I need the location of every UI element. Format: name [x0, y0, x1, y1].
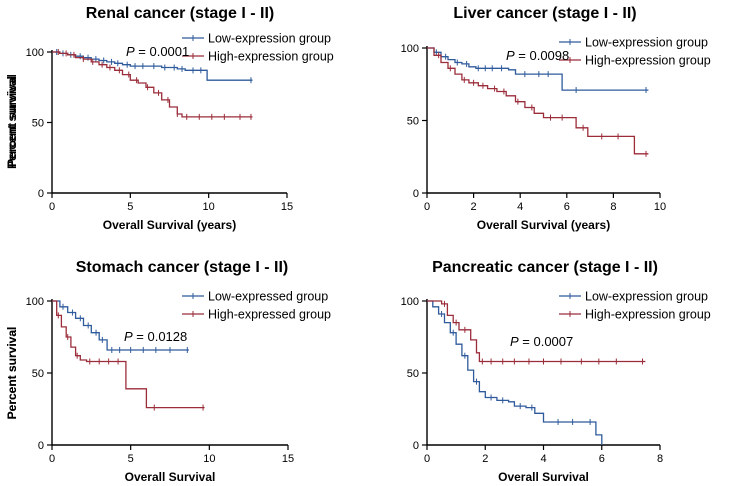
y-tick-label: 50 [407, 116, 419, 128]
legend-label: High-expression group [208, 50, 334, 64]
p-value: P = 0.0007 [510, 334, 573, 349]
x-tick-label: 0 [49, 453, 55, 465]
x-tick-label: 6 [564, 201, 570, 213]
chart-1: Renal cancer (stage I - II) 0 5 10 15 0 50 100 O… [5, 5, 334, 232]
legend-label: High-expression group [585, 54, 711, 68]
legend-label: High-expression group [585, 308, 711, 322]
x-tick-label: 5 [127, 201, 133, 213]
x-tick-label: 15 [281, 201, 293, 213]
x-axis-label: Overall Survival (years) [103, 218, 236, 232]
y-tick-label: 0 [38, 440, 44, 452]
y-tick-label: 0 [413, 188, 419, 200]
x-tick-label: 2 [482, 453, 488, 465]
y-tick-label: 50 [32, 368, 44, 380]
y-tick-label: 100 [401, 296, 419, 308]
series-line-high [427, 47, 649, 155]
p-value: P = 0.0128 [124, 329, 187, 344]
x-tick-label: 0 [49, 201, 55, 213]
legend-label: Low-expression group [585, 290, 708, 304]
x-tick-label: 2 [471, 201, 477, 213]
x-tick-label: 4 [517, 201, 523, 213]
x-tick-label: 6 [599, 453, 605, 465]
p-value-symbol: P [510, 334, 519, 349]
x-tick-label: 8 [610, 201, 616, 213]
p-value-text: = 0.0098 [515, 48, 570, 63]
p-value: P = 0.0098 [506, 48, 569, 63]
y-tick-label: 100 [26, 47, 44, 59]
p-value-text: = 0.0128 [133, 329, 188, 344]
y-tick-label: 100 [401, 43, 419, 55]
legend-label: Low-expressed group [208, 290, 328, 304]
y-tick-label: 0 [38, 188, 44, 200]
y-axis-label: Percent survival [5, 74, 19, 167]
chart-title: Pancreatic cancer (stage I - II) [432, 259, 658, 276]
y-tick-label: 50 [407, 368, 419, 380]
series-line-low [427, 300, 603, 445]
p-value-text: = 0.0001 [135, 44, 190, 59]
x-axis-label: Overall Survival [125, 470, 216, 484]
y-axis-label: Percent survival [5, 76, 19, 169]
x-tick-label: 10 [203, 201, 215, 213]
chart-2: Liver cancer (stage I - II)0 2 4 6 8 10050100… [5, 5, 711, 232]
p-value-text: = 0.0007 [519, 334, 574, 349]
p-value-symbol: P [506, 48, 515, 63]
series-line-low [52, 300, 189, 351]
x-tick-label: 5 [128, 453, 134, 465]
y-tick-label: 100 [26, 296, 44, 308]
series-line-high [427, 300, 646, 363]
p-value-symbol: P [124, 329, 133, 344]
chart-4: Pancreatic cancer (stage I - II)0 2 4 6 8050… [5, 259, 711, 484]
x-tick-label: 10 [654, 201, 666, 213]
series-line-high [52, 300, 205, 409]
p-value-symbol: P [126, 44, 135, 59]
y-axis-label: Percent survival [5, 327, 19, 420]
x-tick-label: 0 [424, 201, 430, 213]
x-tick-label: 15 [282, 453, 294, 465]
x-axis-label: Overall Survival [498, 470, 589, 484]
chart-title: Renal cancer (stage I - II) [86, 5, 275, 22]
series-line-high [52, 51, 253, 118]
chart-title: Stomach cancer (stage I - II) [76, 259, 289, 276]
p-value: P = 0.0001 [126, 44, 189, 59]
chart-3: Stomach cancer (stage I - II) 0 5 10 15 0 50 10… [5, 259, 331, 484]
legend-label: Low-expression group [208, 32, 331, 46]
x-tick-label: 0 [424, 453, 430, 465]
y-axis-label: Percent survival [5, 327, 19, 420]
x-tick-label: 4 [540, 453, 546, 465]
legend-label: Low-expression group [585, 36, 708, 50]
x-tick-label: 8 [657, 453, 663, 465]
x-tick-label: 10 [203, 453, 215, 465]
y-tick-label: 0 [413, 440, 419, 452]
y-tick-label: 50 [32, 118, 44, 130]
x-axis-label: Overall Survival (years) [477, 218, 610, 232]
chart-title: Liver cancer (stage I - II) [453, 5, 636, 22]
legend-label: High-expressed group [208, 308, 331, 322]
